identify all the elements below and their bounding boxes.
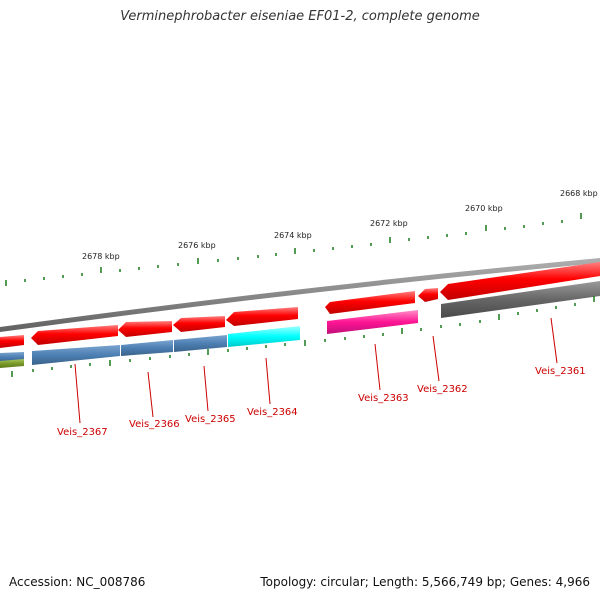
cds-arrow[interactable] — [118, 321, 172, 337]
tick-label: 2674 kbp — [274, 231, 312, 240]
cds-arrow[interactable] — [440, 262, 600, 300]
gene-label[interactable]: Veis_2365 — [185, 414, 236, 425]
cds-arrow[interactable] — [173, 316, 225, 332]
genome-backbone — [0, 258, 600, 332]
gene-label[interactable]: Veis_2367 — [57, 427, 108, 438]
label-leaders — [74, 317, 558, 424]
gene-feature[interactable] — [441, 281, 600, 318]
forward-strand-features — [0, 262, 600, 348]
reverse-strand-features — [0, 281, 600, 368]
cds-arrow[interactable] — [418, 288, 438, 302]
tick-label: 2668 kbp — [560, 189, 598, 198]
accession-text: Accession: NC_008786 — [9, 575, 146, 589]
gene-feature[interactable] — [174, 335, 227, 352]
cds-arrow[interactable] — [226, 307, 298, 326]
cds-arrow[interactable] — [31, 325, 118, 345]
gene-feature[interactable] — [32, 345, 120, 365]
tick-label: 2676 kbp — [178, 241, 216, 250]
inner-tick-marks — [11, 296, 595, 377]
gene-feature[interactable] — [327, 310, 418, 334]
cds-arrow[interactable] — [0, 335, 24, 348]
tick-label: 2678 kbp — [82, 252, 120, 261]
tick-label: 2672 kbp — [370, 219, 408, 228]
gene-feature[interactable] — [0, 359, 24, 368]
gene-feature[interactable] — [228, 326, 300, 347]
gene-label[interactable]: Veis_2362 — [417, 384, 468, 395]
tick-label: 2670 kbp — [465, 204, 503, 213]
gene-label[interactable]: Veis_2366 — [129, 419, 180, 430]
gene-label[interactable]: Veis_2363 — [358, 393, 409, 404]
gene-feature[interactable] — [121, 340, 173, 356]
cds-arrow[interactable] — [325, 291, 415, 314]
gene-label[interactable]: Veis_2364 — [247, 407, 298, 418]
genome-summary-text: Topology: circular; Length: 5,566,749 bp… — [260, 575, 590, 589]
map-title: Verminephrobacter eiseniae EF01-2, compl… — [120, 9, 480, 24]
gene-label[interactable]: Veis_2361 — [535, 366, 586, 377]
tick-marks — [5, 213, 582, 286]
